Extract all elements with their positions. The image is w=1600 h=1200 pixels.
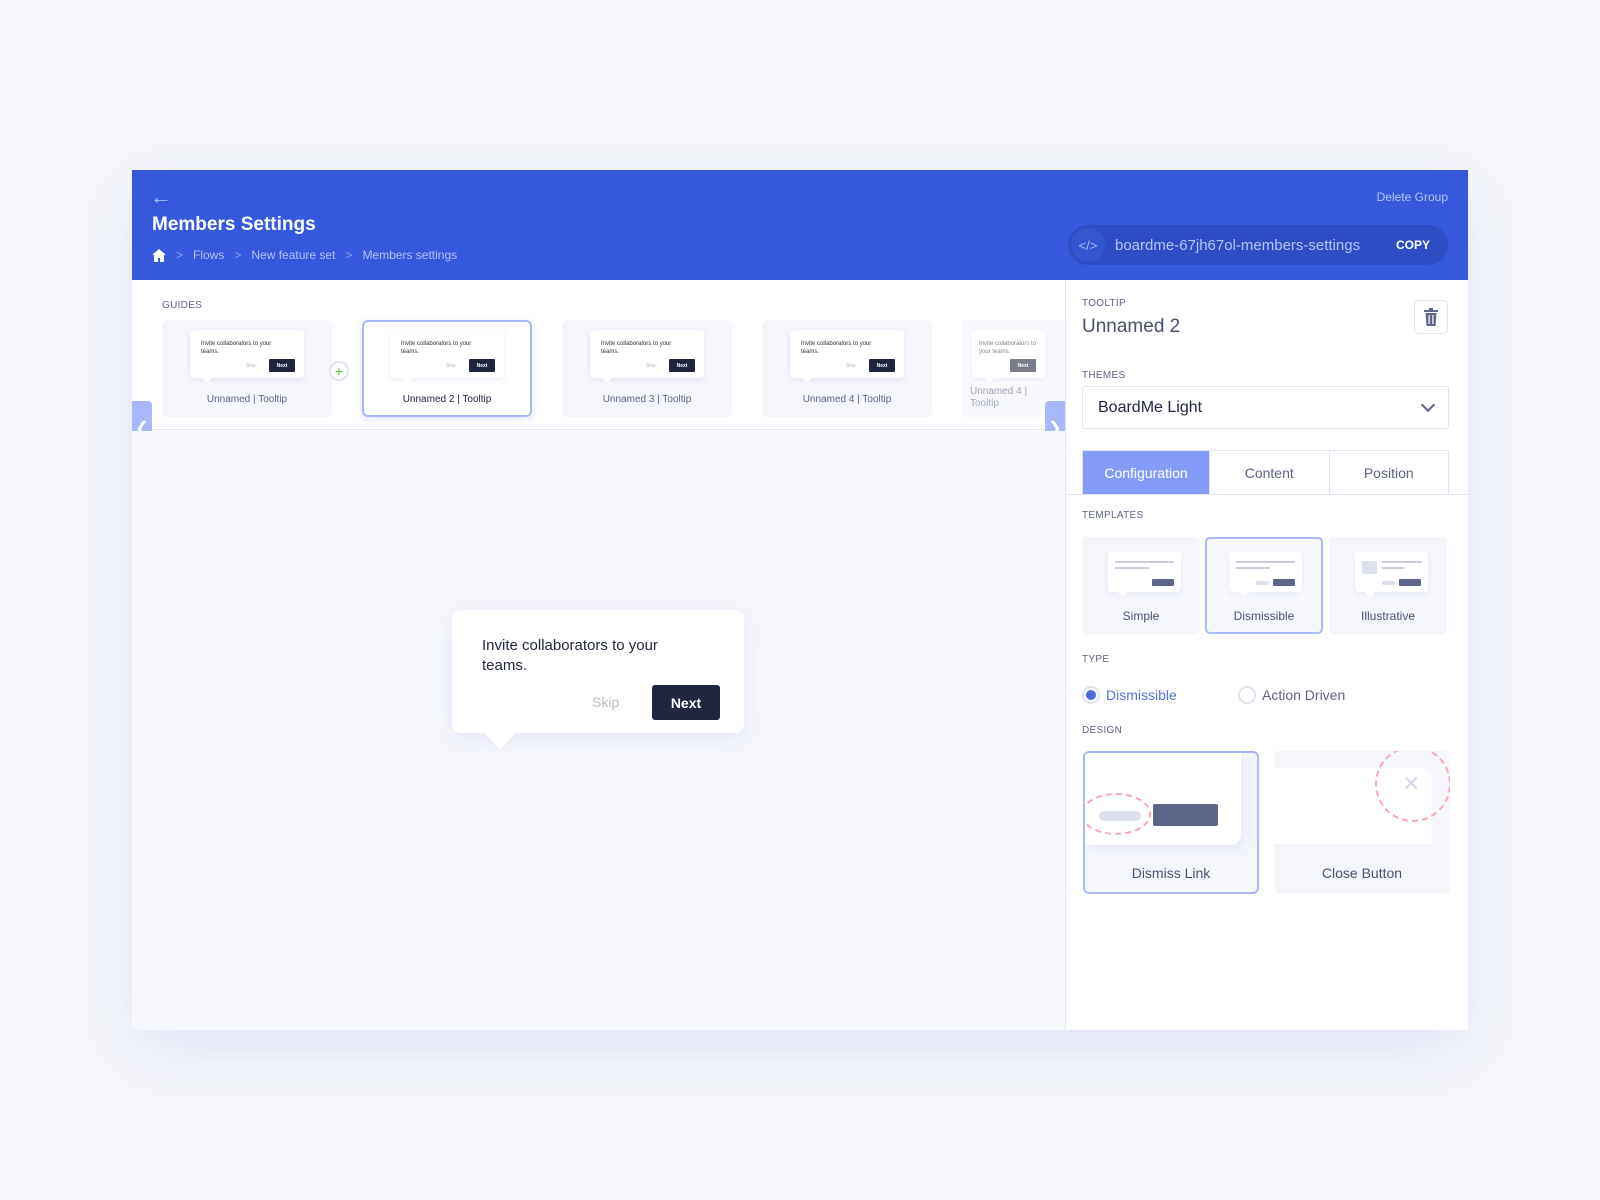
arrow-left-icon[interactable]: ← — [150, 184, 172, 209]
guide-skip: Skip — [246, 363, 256, 369]
guide-name: Unnamed | Tooltip — [206, 394, 288, 405]
tooltip-preview: Invite collaborators to your teams. Skip… — [452, 610, 744, 749]
guide-card[interactable]: Invite collaborators to your teams. Skip N… — [762, 320, 932, 417]
copy-button[interactable]: COPY — [1395, 238, 1430, 252]
template-name: Dismissible — [1233, 609, 1295, 623]
theme-select[interactable]: BoardMe Light — [1082, 386, 1449, 429]
tab-content[interactable]: Content — [1209, 451, 1329, 494]
design-name: Dismiss Link — [1131, 865, 1211, 881]
settings-panel: TOOLTIP Unnamed 2 THEMES BoardMe Light C… — [1065, 280, 1469, 1030]
guide-card[interactable]: Invite collaborators to your teams. Skip N… — [562, 320, 732, 417]
chevron-right-icon: > — [176, 248, 184, 262]
tab-configuration[interactable]: Configuration — [1083, 451, 1209, 494]
radio-label: Action Driven — [1262, 687, 1346, 703]
guide-name: Unnamed 4 | Tooltip — [970, 386, 1028, 409]
guide-card[interactable]: Invite collaborators to your teams.SkipN… — [962, 320, 1065, 417]
trash-icon — [1424, 308, 1438, 326]
slug-field: </> boardme-67jh67ol-members-settings CO… — [1068, 225, 1448, 265]
type-label: TYPE — [1082, 654, 1110, 665]
skip-button[interactable]: Skip — [592, 694, 620, 710]
design-name: Close Button — [1321, 865, 1403, 881]
breadcrumb-flows[interactable]: Flows — [193, 248, 225, 262]
radio-checked-icon — [1082, 686, 1100, 704]
themes-label: THEMES — [1082, 370, 1126, 381]
chevron-right-icon: > — [345, 248, 353, 262]
guide-next: Next — [1010, 359, 1036, 372]
chevron-down-icon — [1420, 397, 1436, 413]
template-name: Simple — [1122, 609, 1160, 623]
guide-text: Invite collaborators to your teams. — [201, 341, 272, 355]
guide-next: Next — [269, 359, 295, 372]
template-illustrative[interactable]: Illustrative — [1329, 537, 1447, 634]
guide-name: Unnamed 4 | Tooltip — [802, 394, 892, 405]
add-guide-button[interactable]: + — [329, 361, 349, 381]
guides-strip: GUIDES Invite collaborators to your team… — [132, 280, 1065, 430]
guide-skip: Skip — [446, 363, 456, 369]
guide-next: Next — [869, 359, 895, 372]
divider — [1066, 494, 1469, 495]
template-dismissible[interactable]: Dismissible — [1205, 537, 1323, 634]
radio-dismissible[interactable]: Dismissible — [1082, 686, 1177, 704]
guide-text: Invite collaborators to your teams. — [401, 341, 472, 355]
guide-name: Unnamed 2 | Tooltip — [402, 394, 492, 405]
tab-bar: Configuration Content Position — [1082, 450, 1449, 494]
preview-canvas: Invite collaborators to your teams. Skip… — [132, 431, 1065, 1030]
delete-group-link[interactable]: Delete Group — [1376, 190, 1448, 204]
guide-name: Unnamed 3 | Tooltip — [602, 394, 692, 405]
page-title: Members Settings — [152, 214, 316, 235]
tooltip-label: TOOLTIP — [1082, 298, 1126, 309]
radio-action-driven[interactable]: Action Driven — [1238, 686, 1345, 704]
templates-label: TEMPLATES — [1082, 510, 1144, 521]
close-x-icon: ✕ — [1402, 771, 1421, 796]
chevron-right-icon: > — [234, 248, 242, 262]
design-dismiss-link[interactable]: Dismiss Link — [1083, 751, 1259, 894]
template-name: Illustrative — [1360, 609, 1416, 623]
breadcrumb: > Flows > New feature set > Members sett… — [152, 248, 457, 262]
window: ← Members Settings > Flows > New feature… — [132, 170, 1469, 1030]
design-label: DESIGN — [1082, 725, 1123, 736]
breadcrumb-feature-set[interactable]: New feature set — [251, 248, 336, 262]
guides-label: GUIDES — [162, 300, 203, 311]
theme-value: BoardMe Light — [1098, 398, 1203, 416]
guide-next: Next — [469, 359, 495, 372]
guide-card-selected[interactable]: Invite collaborators to your teams. Skip N… — [362, 320, 532, 417]
slug-text: boardme-67jh67ol-members-settings — [1115, 236, 1361, 254]
guide-card[interactable]: Invite collaborators to your teams. Skip N… — [162, 320, 332, 417]
header: ← Members Settings > Flows > New feature… — [132, 170, 1468, 280]
guide-next: Next — [669, 359, 695, 372]
guide-text: Invite collaborators to your teams. — [979, 341, 1037, 355]
design-close-button[interactable]: ✕ Close Button — [1274, 751, 1450, 894]
tooltip-text: Invite collaborators to your teams. — [482, 637, 658, 674]
next-button[interactable]: Next — [652, 685, 720, 720]
guide-skip: Skip — [646, 363, 656, 369]
tooltip-name[interactable]: Unnamed 2 — [1082, 316, 1181, 337]
guide-text: Invite collaborators to your teams. — [601, 341, 672, 355]
code-icon: </> — [1071, 228, 1105, 262]
template-simple[interactable]: Simple — [1082, 537, 1200, 634]
breadcrumb-members-settings[interactable]: Members settings — [362, 248, 458, 262]
home-icon[interactable] — [152, 248, 166, 262]
guide-skip: Skip — [846, 363, 856, 369]
delete-button[interactable] — [1414, 300, 1448, 334]
guide-text: Invite collaborators to your teams. — [801, 341, 872, 355]
tab-position[interactable]: Position — [1328, 451, 1449, 494]
radio-unchecked-icon — [1238, 686, 1256, 704]
radio-label: Dismissible — [1106, 687, 1177, 703]
